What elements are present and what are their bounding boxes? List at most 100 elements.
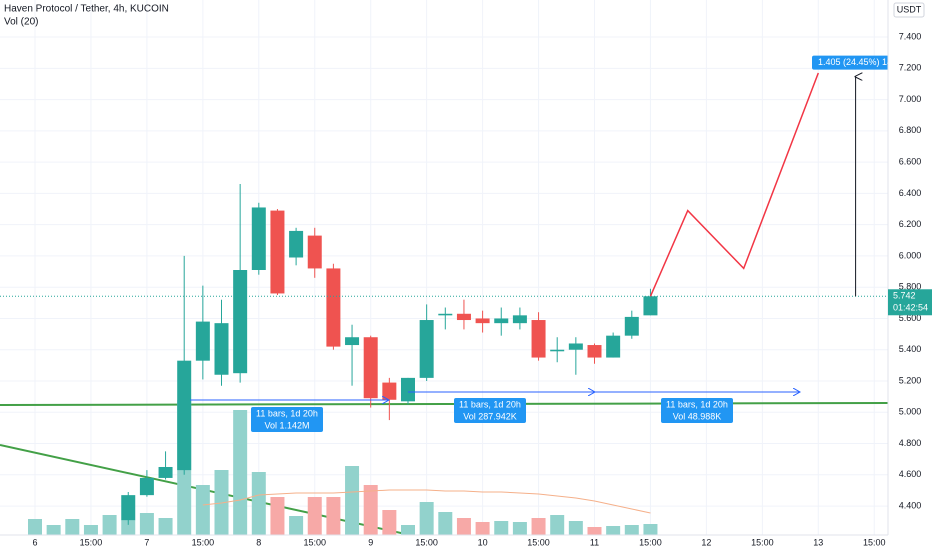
volume-bar (289, 516, 304, 535)
volume-bar (606, 526, 621, 535)
candle-body (233, 270, 248, 374)
candle-body (382, 382, 397, 400)
volume-bar (158, 518, 173, 535)
volume-bar (438, 512, 453, 535)
candle-body (121, 495, 136, 521)
y-tick-label: 5.800 (899, 282, 922, 292)
currency: USDT (897, 4, 922, 14)
volume-bar (587, 527, 602, 535)
volume-bar (270, 497, 285, 535)
candle-body (606, 335, 621, 358)
volume-bar (28, 519, 42, 535)
volume-bar (233, 410, 248, 535)
y-tick-label: 6.000 (899, 250, 922, 260)
y-tick-label: 6.400 (899, 188, 922, 198)
range-box (251, 407, 323, 432)
volume-bar (456, 518, 471, 535)
range-volume: Vol 1.142M (264, 420, 309, 430)
x-tick-label: 15:00 (303, 537, 326, 547)
x-tick-label: 15:00 (863, 537, 886, 547)
axis-labels: 4.400 4.600 4.800 5.000 5.200 5.400 5.600 5.800… (32, 31, 921, 547)
candle-body (251, 207, 266, 271)
volume-bar (326, 497, 341, 535)
volume-bar (345, 466, 360, 535)
x-tick-label: 9 (368, 537, 373, 547)
y-tick-label: 6.600 (899, 157, 922, 167)
volume-bar (102, 515, 117, 535)
candle-body (568, 343, 583, 350)
volume-bar (46, 525, 61, 535)
volume-bar (195, 485, 210, 535)
currency-badge[interactable] (893, 2, 925, 18)
x-tick-label: 15:00 (639, 537, 662, 547)
x-tick-label: 6 (32, 537, 37, 547)
candle-body (401, 377, 415, 402)
volume-bar (121, 520, 136, 535)
range-box (661, 398, 733, 423)
volume-bar (643, 524, 658, 535)
grid (0, 0, 888, 535)
volume-bar (531, 518, 546, 535)
y-tick-label: 7.000 (899, 94, 922, 104)
candle-body (419, 320, 434, 378)
range-box (454, 398, 526, 423)
x-tick-label: 7 (144, 537, 149, 547)
candle-body (289, 230, 304, 258)
volume-bar (307, 497, 322, 535)
volume-bar (139, 513, 154, 535)
candle-body (270, 210, 285, 294)
candle-body (494, 318, 509, 324)
volume-bar (475, 522, 490, 535)
volume-bar (363, 485, 378, 535)
candle-body (587, 345, 602, 358)
candle-body (456, 313, 471, 321)
candle-body (531, 320, 546, 358)
y-tick-label: 7.200 (899, 63, 922, 73)
x-tick-label: 10 (478, 537, 488, 547)
drawings: 11 bars, 1d 20h Vol 1.142M 11 bars, 1d 2… (190, 55, 897, 432)
range-volume: Vol 48.988K (673, 411, 722, 421)
range-volume: Vol 287.942K (463, 411, 517, 421)
candle-body (177, 360, 192, 471)
candle-body (195, 321, 210, 361)
candle-body (475, 318, 490, 324)
range-label: 11 bars, 1d 20h (459, 399, 521, 409)
volume-bar (251, 472, 266, 535)
candle-body (438, 313, 453, 316)
volume-ma (202, 489, 651, 514)
volume-bar (512, 522, 527, 535)
plot-area (0, 184, 888, 535)
x-tick-label: 8 (256, 537, 261, 547)
y-tick-label: 4.400 (899, 500, 922, 510)
volume-bar (83, 525, 98, 535)
y-tick-label: 4.600 (899, 469, 922, 479)
candle-body (512, 315, 527, 324)
volume-bar (568, 521, 583, 535)
chart-title: Haven Protocol / Tether, 4h, KUCOIN (4, 4, 169, 15)
last-price: 5.742 (893, 291, 916, 301)
x-tick-label: 11 (590, 537, 599, 547)
volume-bar (401, 525, 415, 535)
y-tick-label: 6.200 (899, 219, 922, 229)
volume-bar (494, 521, 509, 535)
measure-label: 1.405 (24.45%) 140 (818, 57, 897, 67)
trend-line (0, 402, 888, 406)
candle-body (624, 316, 639, 336)
x-tick-label: 13 (813, 537, 823, 547)
x-tick-label: 15:00 (415, 537, 438, 547)
y-tick-label: 5.400 (899, 344, 922, 354)
y-tick-label: 4.800 (899, 438, 922, 448)
volume-bar (624, 525, 639, 535)
y-tick-label: 5.600 (899, 313, 922, 323)
range-label: 11 bars, 1d 20h (666, 399, 728, 409)
y-tick-label: 5.000 (899, 407, 922, 417)
range-label: 11 bars, 1d 20h (256, 408, 318, 418)
volume-bar (550, 515, 565, 535)
volume-bar (382, 510, 397, 535)
x-tick-label: 15:00 (751, 537, 774, 547)
x-tick-label: 15:00 (80, 537, 103, 547)
x-tick-label: 12 (701, 537, 711, 547)
candle-body (326, 268, 341, 347)
